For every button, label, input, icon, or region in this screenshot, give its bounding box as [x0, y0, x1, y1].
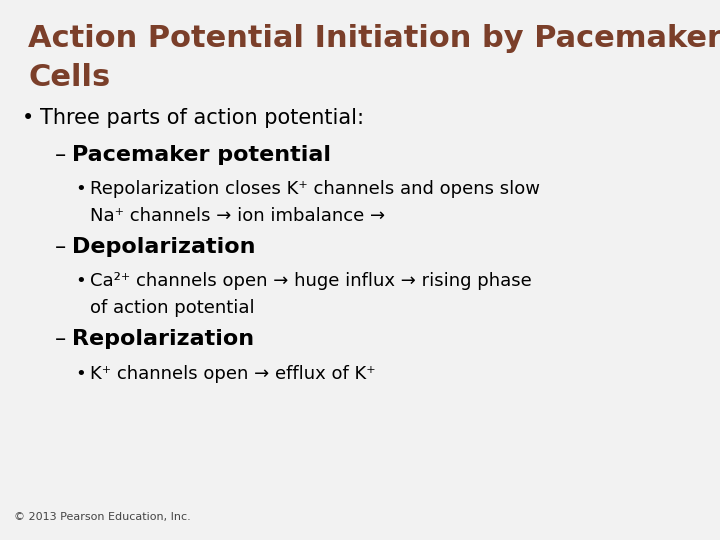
- Text: Pacemaker potential: Pacemaker potential: [72, 145, 331, 165]
- Text: © 2013 Pearson Education, Inc.: © 2013 Pearson Education, Inc.: [14, 512, 191, 522]
- Text: •: •: [22, 108, 35, 128]
- Text: –: –: [55, 145, 66, 165]
- Text: Depolarization: Depolarization: [72, 237, 256, 257]
- Text: Repolarization closes K⁺ channels and opens slow: Repolarization closes K⁺ channels and op…: [90, 180, 540, 198]
- Text: –: –: [55, 237, 66, 257]
- Text: Na⁺ channels → ion imbalance →: Na⁺ channels → ion imbalance →: [90, 207, 385, 225]
- Text: •: •: [75, 272, 86, 290]
- Text: Ca²⁺ channels open → huge influx → rising phase: Ca²⁺ channels open → huge influx → risin…: [90, 272, 532, 290]
- Text: Repolarization: Repolarization: [72, 329, 254, 349]
- Text: K⁺ channels open → efflux of K⁺: K⁺ channels open → efflux of K⁺: [90, 365, 376, 383]
- Text: –: –: [55, 329, 66, 349]
- Text: •: •: [75, 365, 86, 383]
- Text: Three parts of action potential:: Three parts of action potential:: [40, 108, 364, 128]
- Text: •: •: [75, 180, 86, 198]
- Text: of action potential: of action potential: [90, 299, 255, 317]
- Text: Cells: Cells: [28, 63, 110, 92]
- Text: Action Potential Initiation by Pacemaker: Action Potential Initiation by Pacemaker: [28, 24, 720, 53]
